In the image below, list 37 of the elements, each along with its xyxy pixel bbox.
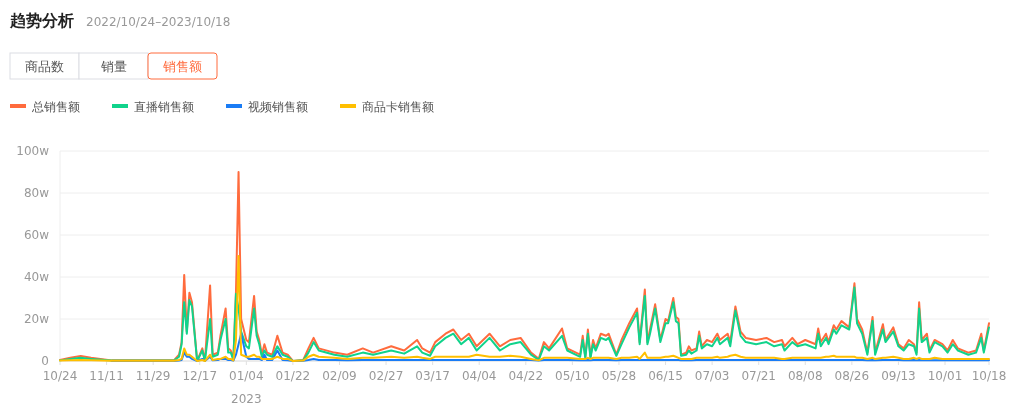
- x-tick-label: 01/22: [275, 369, 311, 383]
- y-tick-label: 40w: [23, 270, 50, 284]
- x-tick-label: 05/10: [555, 369, 590, 383]
- x-tick-label: 02/09: [322, 369, 357, 383]
- x-tick-label: 07/03: [694, 369, 730, 383]
- x-tick-label: 12/17: [182, 369, 218, 383]
- chart-title: 趋势分析: [9, 11, 74, 30]
- x-tick-label: 07/21: [741, 369, 776, 383]
- x-tick-label: 11/29: [135, 369, 171, 383]
- y-tick-label: 0: [41, 354, 49, 368]
- text: 2023: [231, 392, 262, 406]
- x-tick-label: 06/15: [648, 369, 683, 383]
- chart-subtitle: 2022/10/24–2023/10/18: [86, 15, 231, 29]
- x-tick-label: 10/18: [971, 369, 1007, 383]
- legend-label: 总销售额: [31, 99, 80, 114]
- legend-label: 直播销售额: [134, 99, 194, 114]
- text: 销量: [99, 59, 127, 74]
- x-tick-label: 09/13: [881, 369, 916, 383]
- y-tick-label: 60w: [23, 228, 50, 242]
- x-tick-label: 05/28: [601, 369, 637, 383]
- x-tick-label: 10/01: [927, 369, 963, 383]
- x-tick-label: 11/11: [89, 369, 124, 383]
- y-tick-label: 80w: [23, 186, 50, 200]
- legend-label: 视频销售额: [248, 99, 308, 114]
- x-tick-label: 08/08: [787, 369, 823, 383]
- y-tick-label: 100w: [16, 144, 50, 158]
- y-tick-label: 20w: [23, 312, 50, 326]
- x-tick-label: 04/04: [461, 369, 497, 383]
- text: 销售额: [162, 59, 202, 74]
- text: 商品数: [25, 59, 64, 74]
- legend-label: 商品卡销售额: [362, 99, 434, 114]
- x-tick-label: 08/26: [834, 369, 870, 383]
- x-tick-label: 10/24: [42, 369, 78, 383]
- x-tick-label: 03/17: [415, 369, 450, 383]
- x-tick-label: 02/27: [368, 369, 404, 383]
- x-tick-label: 01/04: [229, 369, 264, 383]
- x-tick-label: 04/22: [508, 369, 544, 383]
